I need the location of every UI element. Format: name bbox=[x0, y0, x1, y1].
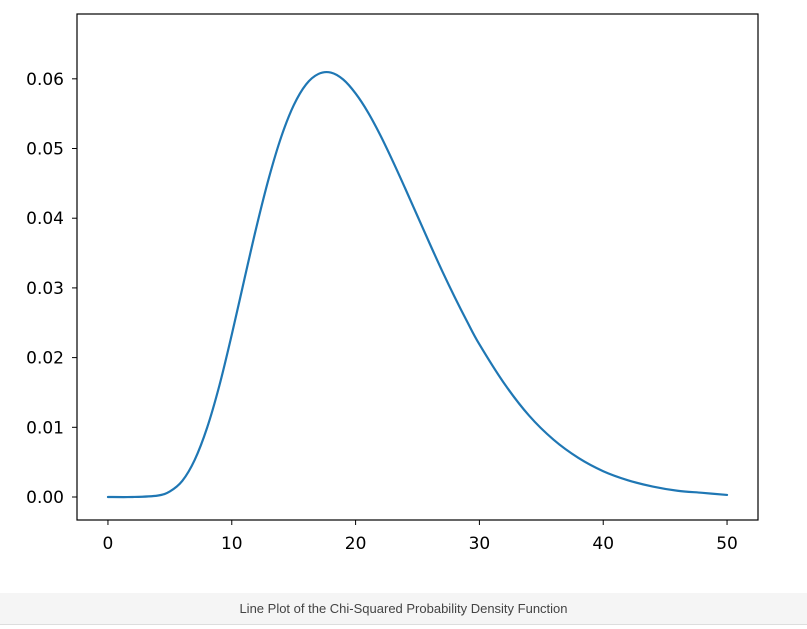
x-tick-label: 10 bbox=[221, 534, 243, 554]
x-tick-label: 0 bbox=[103, 534, 114, 554]
figure-caption-bar: Line Plot of the Chi-Squared Probability… bbox=[0, 593, 807, 625]
y-tick-label: 0.02 bbox=[26, 349, 64, 369]
x-axis-ticks: 0 10 20 30 40 50 bbox=[103, 520, 738, 554]
y-tick-label: 0.04 bbox=[26, 209, 64, 229]
y-tick-label: 0.06 bbox=[26, 70, 64, 90]
y-tick-label: 0.00 bbox=[26, 488, 64, 508]
y-tick-label: 0.01 bbox=[26, 418, 64, 438]
plot-area bbox=[77, 14, 758, 520]
x-tick-label: 40 bbox=[592, 534, 614, 554]
y-tick-label: 0.03 bbox=[26, 279, 64, 299]
chart: 0 10 20 30 40 50 0.00 0.01 0.02 0.03 0.04 0.05 0.06 bbox=[26, 13, 759, 554]
figure-caption: Line Plot of the Chi-Squared Probability… bbox=[239, 601, 568, 616]
plot-frame bbox=[76, 13, 759, 521]
x-tick-label: 30 bbox=[469, 534, 491, 554]
y-axis-ticks: 0.00 0.01 0.02 0.03 0.04 0.05 0.06 bbox=[26, 70, 77, 508]
x-tick-label: 20 bbox=[345, 534, 367, 554]
x-tick-label: 50 bbox=[716, 534, 738, 554]
pdf-line bbox=[106, 70, 729, 499]
y-tick-label: 0.05 bbox=[26, 140, 64, 160]
